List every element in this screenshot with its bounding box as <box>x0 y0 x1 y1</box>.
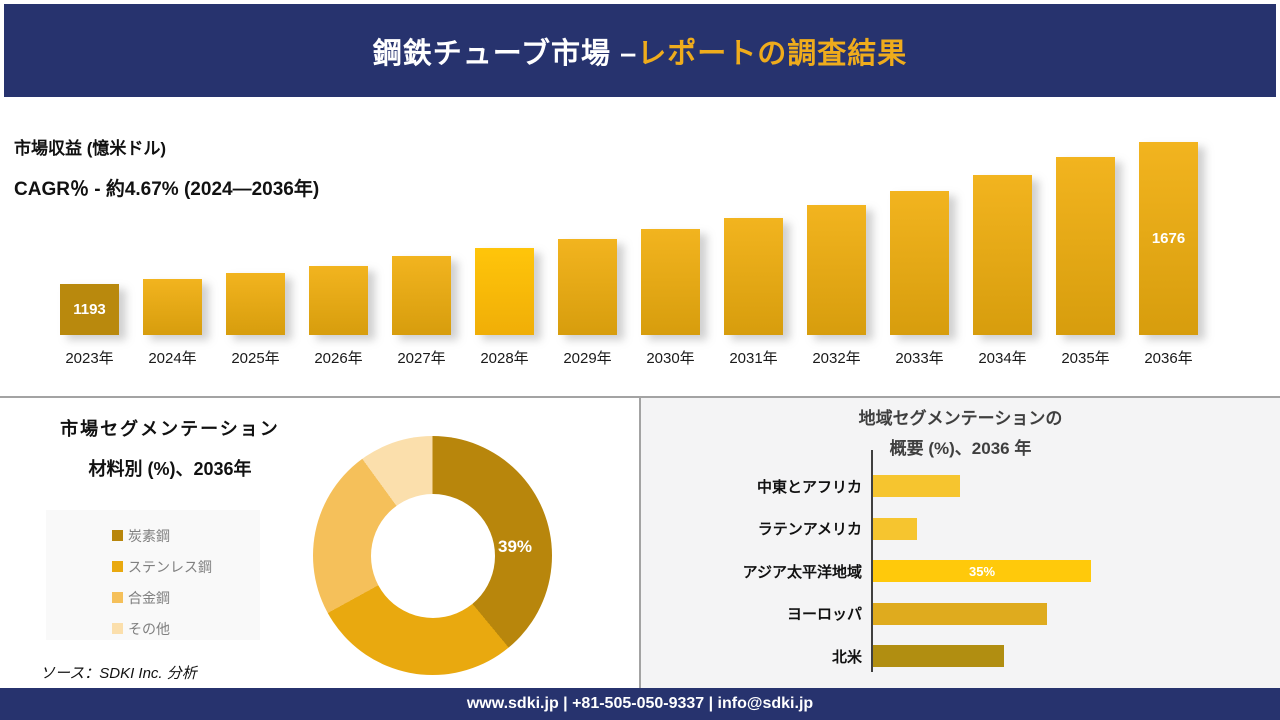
revenue-bar <box>641 229 700 335</box>
region-row: 中東とアフリカ <box>641 475 1091 497</box>
page-title-accent: レポートの調査結果 <box>637 37 908 70</box>
x-axis-label: 2032年 <box>812 350 861 367</box>
revenue-bar-group: 2034年 <box>973 175 1032 367</box>
revenue-bar <box>558 239 617 335</box>
region-title-line2: 概要 (%)、2036 年 <box>889 439 1032 458</box>
revenue-bar-group: 2027年 <box>392 256 451 367</box>
x-axis-label: 2031年 <box>729 350 778 367</box>
x-axis-label: 2035年 <box>1061 350 1110 367</box>
revenue-bar-group: 2030年 <box>641 229 700 367</box>
revenue-chart-title: 市場収益 (憶米ドル) <box>14 139 167 158</box>
x-axis-label: 2024年 <box>148 350 197 367</box>
revenue-bar-group: 2028年 <box>475 248 534 367</box>
revenue-bar-group: 2031年 <box>724 218 783 367</box>
region-title-line1: 地域セグメンテーションの <box>858 409 1063 428</box>
revenue-bar-group: 2025年 <box>226 273 285 367</box>
revenue-bars: 1193 2023年 2024年 2025年 2026年 2027年 2028年 2029年 2… <box>60 140 1198 367</box>
x-axis-label: 2030年 <box>646 350 695 367</box>
revenue-bar <box>807 205 866 335</box>
donut-hole <box>370 493 495 618</box>
legend-item: 合金鋼 <box>112 582 260 613</box>
donut-chart-title: 市場セグメンテーション 材料別 (%)、2036年 <box>20 415 320 481</box>
bar-value-label: 1676 <box>1151 230 1186 247</box>
donut-title-line1: 市場セグメンテーション <box>60 419 280 439</box>
revenue-bar <box>309 266 368 335</box>
legend-label: その他 <box>128 620 170 637</box>
vertical-divider <box>639 396 641 688</box>
region-bar-value-label: 35% <box>968 563 996 579</box>
x-axis-label: 2034年 <box>978 350 1027 367</box>
legend-swatch <box>112 592 123 603</box>
revenue-bar: 1193 <box>60 284 119 335</box>
region-row: ヨーロッパ <box>641 602 1091 625</box>
region-chart-title: 地域セグメンテーションの 概要 (%)、2036 年 <box>641 404 1280 459</box>
page-title: 鋼鉄チューブ市場 –レポートの調査結果 <box>373 30 907 72</box>
page-title-main: 鋼鉄チューブ市場 – <box>372 37 638 70</box>
source-note: ソース：SDKI Inc. 分析 <box>40 665 197 682</box>
x-axis-label: 2028年 <box>480 350 529 367</box>
donut-chart: 39% <box>313 436 552 675</box>
region-row: ラテンアメリカ <box>641 517 1091 540</box>
region-label: ヨーロッパ <box>786 606 862 623</box>
region-label: アジア太平洋地域 <box>742 563 862 581</box>
revenue-bar-group: 2024年 <box>143 279 202 367</box>
region-bar <box>873 475 960 497</box>
legend-item: ステンレス鋼 <box>112 551 260 582</box>
legend-swatch <box>112 530 123 541</box>
region-row: 北米 <box>641 645 1091 667</box>
revenue-bar-group: 2035年 <box>1056 157 1115 367</box>
revenue-bar <box>392 256 451 335</box>
revenue-bar <box>143 279 202 335</box>
x-axis-label: 2033年 <box>895 350 944 367</box>
region-rows: 中東とアフリカ ラテンアメリカアジア太平洋地域 35% ヨーロッパ北米 <box>641 475 1091 667</box>
region-bar <box>873 645 1004 667</box>
donut-value-label: 39% <box>497 537 533 556</box>
region-label: ラテンアメリカ <box>757 521 862 538</box>
revenue-bar-group: 1193 2023年 <box>60 284 119 367</box>
legend-label: 炭素鋼 <box>128 527 170 544</box>
revenue-bar: 1676 <box>1139 142 1198 335</box>
revenue-bar <box>1056 157 1115 335</box>
revenue-cagr-label: CAGR％ - 約4.67% (2024―2036年) <box>14 179 320 200</box>
x-axis-label: 2026年 <box>314 350 363 367</box>
footer-contact-text: www.sdki.jp | +81-505-050-9337 | info@sd… <box>466 695 814 712</box>
revenue-bar-group: 1676 2036年 <box>1139 142 1198 367</box>
region-bar: 35% <box>873 560 1091 582</box>
region-bar <box>873 602 1047 625</box>
legend-swatch <box>112 561 123 572</box>
region-axis-line <box>871 450 873 672</box>
region-row: アジア太平洋地域 35% <box>641 560 1091 582</box>
x-axis-label: 2025年 <box>231 350 280 367</box>
legend-item: その他 <box>112 613 260 644</box>
donut-legend: 炭素鋼ステンレス鋼 合金鋼その他 <box>46 510 260 640</box>
region-chart-panel: 地域セグメンテーションの 概要 (%)、2036 年 中東とアフリカ ラテンアメリ… <box>641 398 1280 688</box>
x-axis-label: 2029年 <box>563 350 612 367</box>
legend-label: ステンレス鋼 <box>128 558 212 575</box>
footer-bar: www.sdki.jp | +81-505-050-9337 | info@sd… <box>0 688 1280 720</box>
revenue-bar-group: 2029年 <box>558 239 617 367</box>
revenue-bar-group: 2032年 <box>807 205 866 367</box>
revenue-bar <box>226 273 285 335</box>
x-axis-label: 2023年 <box>65 350 114 367</box>
bar-value-label: 1193 <box>73 301 106 318</box>
revenue-bar-group: 2033年 <box>890 191 949 367</box>
legend-item: 炭素鋼 <box>112 520 260 551</box>
legend-swatch <box>112 623 123 634</box>
revenue-bar <box>973 175 1032 335</box>
legend-label: 合金鋼 <box>128 589 170 606</box>
revenue-bar <box>724 218 783 335</box>
donut-title-line2: 材料別 (%)、2036年 <box>88 459 252 479</box>
region-label: 北米 <box>831 648 862 666</box>
revenue-bar <box>890 191 949 335</box>
region-label: 中東とアフリカ <box>756 478 862 496</box>
revenue-bar-group: 2026年 <box>309 266 368 367</box>
x-axis-label: 2036年 <box>1144 350 1193 367</box>
x-axis-label: 2027年 <box>397 350 446 367</box>
region-bar <box>873 517 917 540</box>
revenue-bar <box>475 248 534 335</box>
header-banner: 鋼鉄チューブ市場 –レポートの調査結果 <box>4 4 1276 97</box>
